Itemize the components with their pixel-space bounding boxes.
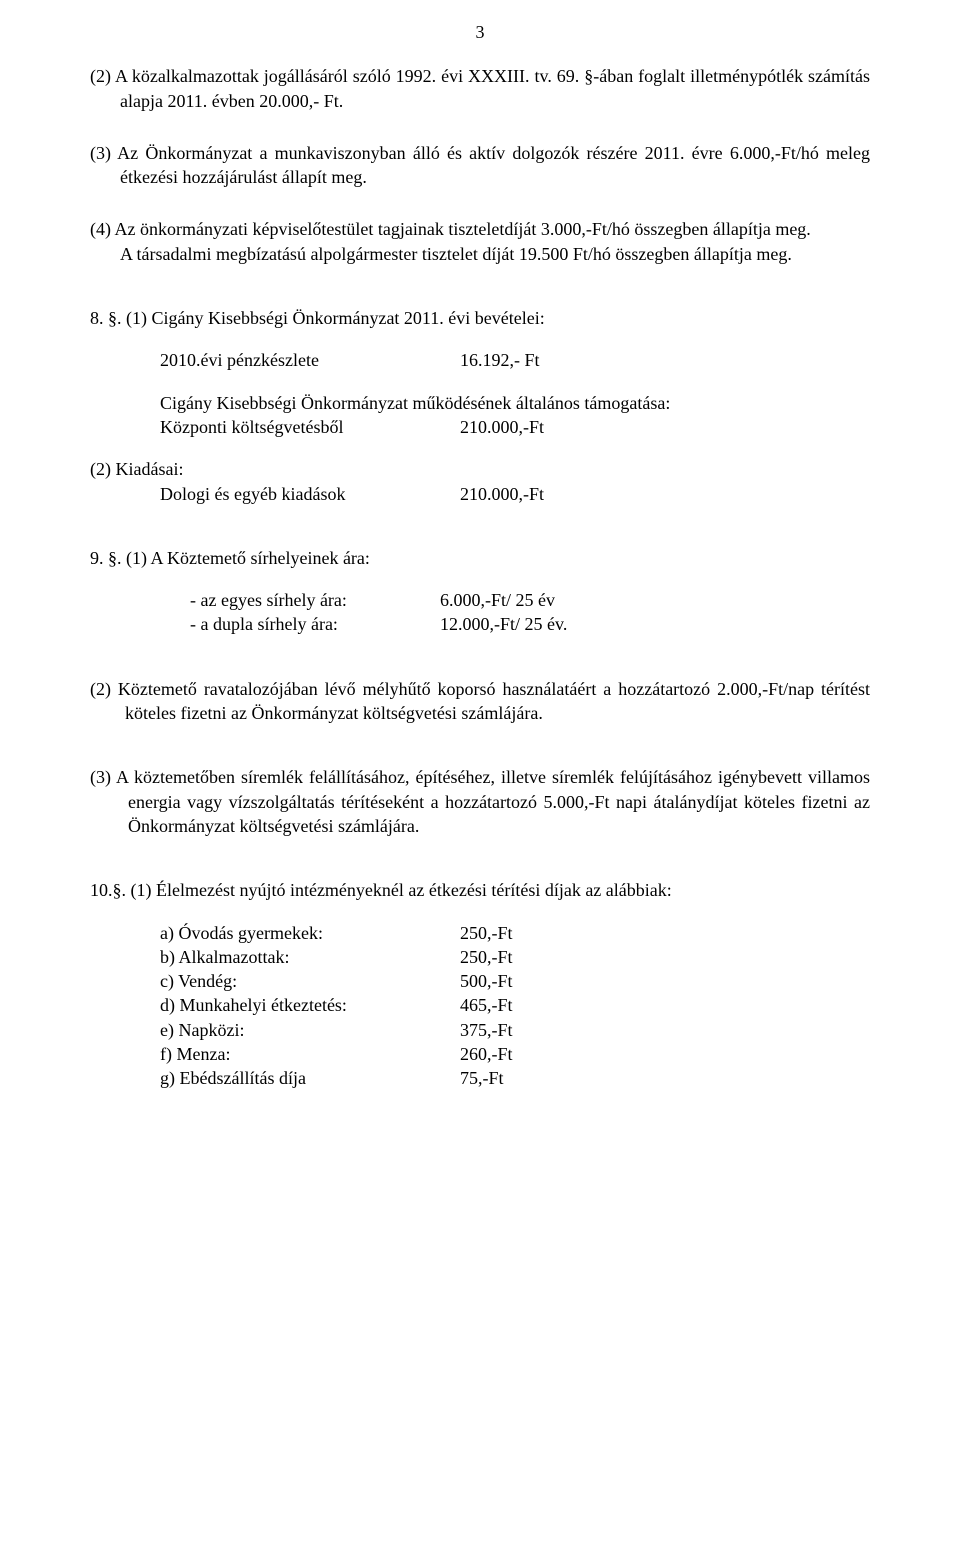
paragraph-3: (3) Az Önkormányzat a munkaviszonyban ál… <box>90 141 870 190</box>
section-8-support: Cigány Kisebbségi Önkormányzat működésén… <box>160 391 870 440</box>
section-8-title: 8. §. (1) Cigány Kisebbségi Önkormányzat… <box>90 306 870 330</box>
section-10-title: 10.§. (1) Élelmezést nyújtó intézményekn… <box>90 878 870 902</box>
sirhely-single-label: - az egyes sírhely ára: <box>190 588 440 612</box>
sirhely-double-label: - a dupla sírhely ára: <box>190 612 440 636</box>
page-number: 3 <box>90 20 870 44</box>
kiadasai-label: (2) Kiadásai: <box>90 457 870 481</box>
document-page: 3 (2) A közalkalmazottak jogállásáról sz… <box>0 0 960 1550</box>
meal-row-d: d) Munkahelyi étkeztetés: 465,-Ft <box>160 993 870 1017</box>
meal-row-a: a) Óvodás gyermekek: 250,-Ft <box>160 921 870 945</box>
meal-a-label: a) Óvodás gyermekek: <box>160 921 460 945</box>
section-8-penzkeszlet: 2010.évi pénzkészlete 16.192,- Ft <box>160 348 870 372</box>
cigany-support-line: Cigány Kisebbségi Önkormányzat működésén… <box>160 391 870 415</box>
section-9-p3: (3) A köztemetőben síremlék felállításáh… <box>90 765 870 838</box>
meal-a-value: 250,-Ft <box>460 921 870 945</box>
penzkeszlet-value: 16.192,- Ft <box>460 348 870 372</box>
sirhely-single-value: 6.000,-Ft/ 25 év <box>440 588 870 612</box>
meal-row-f: f) Menza: 260,-Ft <box>160 1042 870 1066</box>
meal-row-e: e) Napközi: 375,-Ft <box>160 1018 870 1042</box>
paragraph-4: (4) Az önkormányzati képviselőtestület t… <box>90 217 870 266</box>
dologi-label: Dologi és egyéb kiadások <box>160 482 460 506</box>
meal-row-g: g) Ebédszállítás díja 75,-Ft <box>160 1066 870 1090</box>
meal-c-value: 500,-Ft <box>460 969 870 993</box>
section-9-p2: (2) Köztemető ravatalozójában lévő mélyh… <box>90 677 870 726</box>
meal-d-label: d) Munkahelyi étkeztetés: <box>160 993 460 1017</box>
meal-d-value: 465,-Ft <box>460 993 870 1017</box>
penzkeszlet-label: 2010.évi pénzkészlete <box>160 348 460 372</box>
meal-b-label: b) Alkalmazottak: <box>160 945 460 969</box>
meal-g-label: g) Ebédszállítás díja <box>160 1066 460 1090</box>
meal-e-value: 375,-Ft <box>460 1018 870 1042</box>
paragraph-4a: (4) Az önkormányzati képviselőtestület t… <box>90 217 870 241</box>
section-8-kiadasai: (2) Kiadásai: Dologi és egyéb kiadások 2… <box>90 457 870 506</box>
meal-e-label: e) Napközi: <box>160 1018 460 1042</box>
section-9-title: 9. §. (1) A Köztemető sírhelyeinek ára: <box>90 546 870 570</box>
meal-b-value: 250,-Ft <box>460 945 870 969</box>
meal-row-b: b) Alkalmazottak: 250,-Ft <box>160 945 870 969</box>
meal-f-label: f) Menza: <box>160 1042 460 1066</box>
kozponti-label: Központi költségvetésből <box>160 415 460 439</box>
section-9-prices: - az egyes sírhely ára: 6.000,-Ft/ 25 év… <box>190 588 870 637</box>
paragraph-4b: A társadalmi megbízatású alpolgármester … <box>90 242 870 266</box>
dologi-value: 210.000,-Ft <box>460 482 870 506</box>
meal-price-list: a) Óvodás gyermekek: 250,-Ft b) Alkalmaz… <box>160 921 870 1091</box>
kozponti-value: 210.000,-Ft <box>460 415 870 439</box>
paragraph-2: (2) A közalkalmazottak jogállásáról szól… <box>90 64 870 113</box>
meal-row-c: c) Vendég: 500,-Ft <box>160 969 870 993</box>
meal-g-value: 75,-Ft <box>460 1066 870 1090</box>
sirhely-double-value: 12.000,-Ft/ 25 év. <box>440 612 870 636</box>
meal-c-label: c) Vendég: <box>160 969 460 993</box>
meal-f-value: 260,-Ft <box>460 1042 870 1066</box>
